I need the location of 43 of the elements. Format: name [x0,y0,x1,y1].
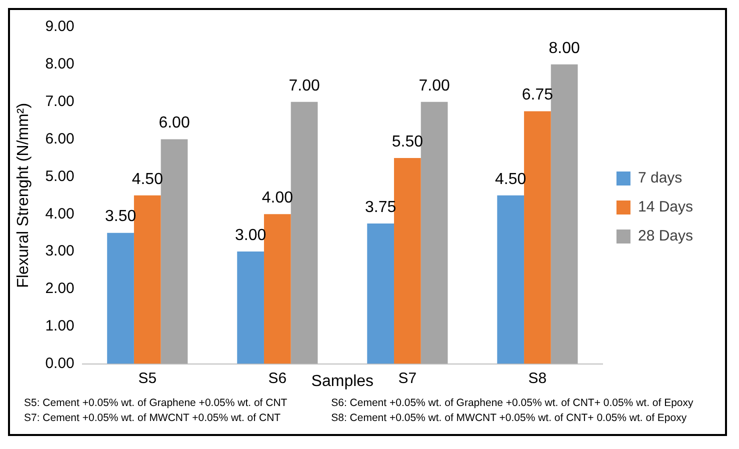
bar [367,223,394,364]
text: S5: Cement +0.05% wt. of Graphene +0.05% wt. of CNT [24,397,288,409]
text: S6: Cement +0.05% wt. of Graphene +0.05% wt. of CNT+ 0.05% wt. of Epoxy [331,397,694,409]
legend-label: 14 Days [638,198,694,216]
y-axis-title: Flexural Strenght (N/mm²) [15,102,32,288]
x-tick-label: S6 [268,370,287,387]
legend-label: 7 days [638,170,682,187]
data-label: 5.50 [392,133,424,150]
bar [420,102,448,364]
y-tick-label: 6.00 [45,130,74,148]
data-label: 4.50 [132,170,164,188]
text: S7: Cement +0.05% wt. of MWCNT +0.05% wt. of CNT [24,412,282,424]
y-tick-label: 3.00 [45,242,74,260]
bar [107,232,134,364]
bar [290,102,318,364]
bar [237,252,264,364]
y-tick-label: 0.00 [45,354,74,372]
y-tick-label: 4.00 [45,205,74,222]
y-tick-label: 5.00 [45,168,74,185]
x-tick-label: S5 [138,370,157,387]
data-label: 7.00 [418,77,450,94]
bar [524,111,551,364]
data-label: 6.00 [158,114,190,132]
y-tick-label: 9.00 [45,18,74,36]
data-label: 6.75 [522,86,554,104]
data-label: 8.00 [548,40,580,57]
bar [160,139,188,364]
text: S8: Cement +0.05% wt. of MWCNT +0.05% wt. of CNT+ 0.05% wt. of Epoxy [331,412,688,424]
y-tick-label: 7.00 [45,92,74,110]
bar [550,64,578,364]
x-tick-label: S7 [398,370,417,387]
bar [134,195,161,364]
bar [264,214,291,364]
data-label: 7.00 [288,77,320,94]
data-label: 4.00 [262,190,294,207]
x-axis-title: Samples [311,372,374,390]
bar [394,158,421,364]
legend-label: 28 Days [638,228,694,245]
y-tick-label: 1.00 [45,318,74,335]
y-tick-label: 2.00 [45,280,74,298]
x-tick-label: S8 [528,370,547,387]
bar [497,195,524,364]
y-tick-label: 8.00 [45,56,74,73]
